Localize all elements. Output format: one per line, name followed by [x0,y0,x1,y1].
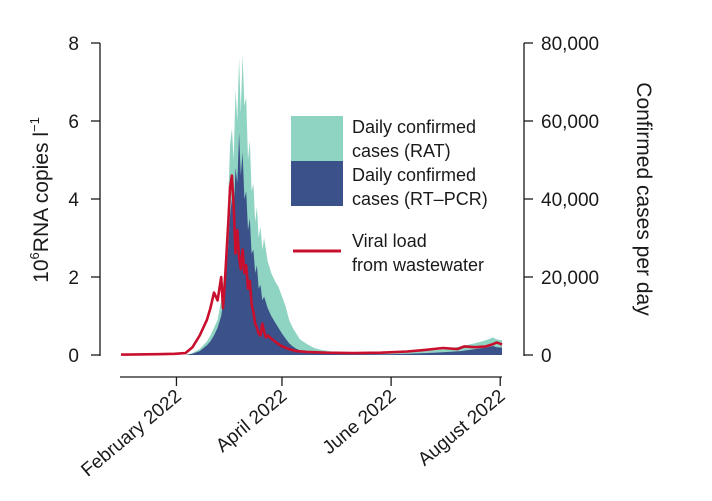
y-axis-left: 0 2 4 6 8 [68,34,101,367]
y-axis-left-ticks: 0 2 4 6 8 [68,34,100,367]
x-tick-label: June 2022 [319,386,400,459]
y-axis-left-title-main: RNA copies l [30,132,53,252]
y-axis-left-title: 106RNA copies l−1 [27,117,53,283]
x-tick-label: April 2022 [212,386,291,457]
x-axis-ticks: February 2022 April 2022 June 2022 August 2… [77,377,509,481]
legend-swatch-rat [291,116,343,161]
y-axis-left-title-base: 10 [30,259,53,282]
y-axis-left-title-exp: 6 [27,252,42,259]
y-right-tick-label: 40,000 [541,190,599,211]
y-axis-left-title-suffix: −1 [27,117,42,132]
legend-label-rat-line2: cases (RAT) [352,141,451,161]
legend-label-rat-line1: Daily confirmed [352,117,476,137]
y-left-tick-label: 6 [68,112,79,133]
y-axis-right: 0 20,000 40,000 60,000 80,000 [523,34,599,367]
legend-label-rtpcr-line1: Daily confirmed [352,165,476,185]
plot-area [120,54,503,356]
legend-swatch-rtpcr [291,161,343,206]
x-axis: February 2022 April 2022 June 2022 August 2… [77,376,509,481]
y-axis-right-ticks: 0 20,000 40,000 60,000 80,000 [524,34,599,367]
y-right-tick-label: 80,000 [541,34,599,55]
y-left-tick-label: 0 [68,346,79,367]
y-right-tick-label: 60,000 [541,112,599,133]
legend: Daily confirmed cases (RAT) Daily confir… [291,116,488,275]
y-right-tick-label: 20,000 [541,268,599,289]
legend-label-viral-line1: Viral load [352,231,427,251]
y-left-tick-label: 2 [68,268,79,289]
x-tick-label: February 2022 [77,386,185,482]
series-line-viral-load [120,174,503,356]
y-left-tick-label: 4 [68,190,79,211]
y-left-tick-label: 8 [68,34,79,55]
x-tick-label: August 2022 [414,386,509,471]
legend-label-rtpcr-line2: cases (RT–PCR) [352,189,488,209]
legend-label-viral-line2: from wastewater [352,255,484,275]
y-axis-right-title: Confirmed cases per day [632,82,655,316]
y-right-tick-label: 0 [541,346,552,367]
